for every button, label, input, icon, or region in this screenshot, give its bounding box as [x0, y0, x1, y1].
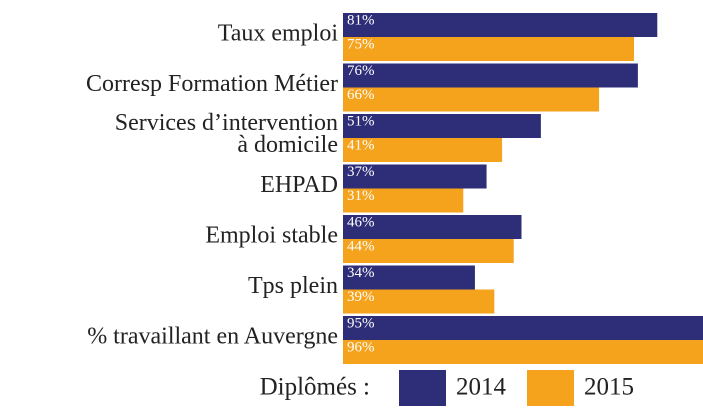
legend-label: 2015 — [584, 374, 634, 401]
value-label: 51% — [347, 113, 375, 129]
category-label: Emploi stable — [205, 223, 338, 249]
bar — [343, 215, 522, 239]
legend-label: 2014 — [456, 374, 507, 401]
bar — [343, 265, 475, 290]
bar — [343, 138, 503, 162]
value-label: 95% — [347, 315, 375, 331]
category-label: % travaillant en Auvergne — [87, 324, 338, 350]
bar — [343, 188, 464, 213]
bar — [343, 239, 514, 263]
category-label: Services d’intervention à domicile — [115, 110, 338, 158]
value-label: 96% — [347, 339, 375, 355]
value-label: 46% — [347, 214, 375, 230]
value-label: 34% — [347, 265, 375, 281]
value-label: 31% — [347, 188, 375, 204]
bar — [343, 13, 658, 37]
category-label: Corresp Formation Métier — [86, 71, 338, 97]
legend-swatch — [399, 370, 446, 406]
bar — [343, 289, 495, 314]
bar — [343, 340, 703, 364]
value-label: 37% — [347, 164, 375, 180]
value-label: 76% — [347, 63, 375, 79]
value-label: 44% — [347, 238, 375, 254]
legend-swatch — [527, 370, 574, 406]
bar — [343, 114, 541, 138]
bar — [343, 87, 600, 112]
value-label: 75% — [347, 36, 375, 52]
value-label: 81% — [347, 12, 375, 28]
bar — [343, 164, 487, 189]
value-label: 66% — [347, 87, 375, 103]
category-label: EHPAD — [260, 172, 338, 198]
value-label: 41% — [347, 137, 375, 153]
bar — [343, 63, 638, 88]
category-label: Tps plein — [248, 273, 338, 299]
value-label: 39% — [347, 289, 375, 305]
legend-title: Diplômés : — [260, 374, 370, 401]
bar — [343, 316, 703, 340]
category-label: Taux emploi — [218, 21, 339, 47]
bar — [343, 37, 634, 61]
